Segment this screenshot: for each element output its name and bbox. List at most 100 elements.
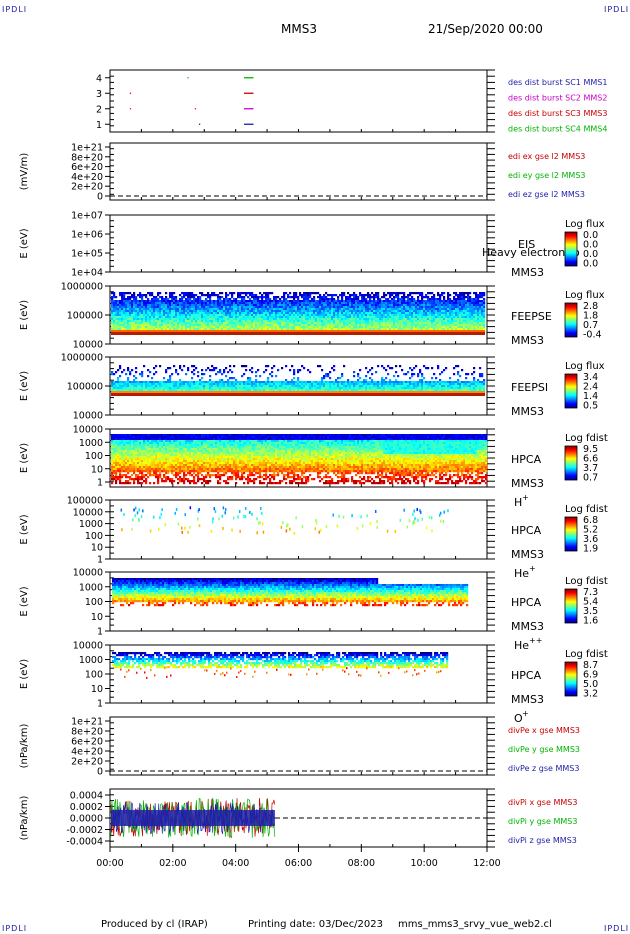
spectrogram-cell	[389, 381, 392, 384]
spectrogram-cell	[253, 310, 256, 313]
spectrogram-cell	[209, 298, 212, 301]
spectrogram-cell	[133, 308, 136, 311]
spectrogram-cell	[179, 381, 182, 384]
spectrogram-cell	[337, 328, 340, 331]
spectrogram-cell	[303, 306, 306, 309]
spectrogram-cell	[171, 389, 174, 392]
spectrogram-cell	[185, 383, 188, 386]
spectrogram-cell	[229, 389, 232, 392]
spectrogram-cell	[153, 306, 156, 309]
spectrogram-cell	[201, 306, 204, 309]
spectrogram-cell	[421, 312, 424, 315]
spectrogram-cell	[437, 310, 440, 313]
spectrogram-cell	[343, 387, 346, 390]
spectrogram-cell	[319, 385, 322, 388]
spectrogram-cell	[145, 324, 148, 327]
spectrogram-cell	[451, 318, 454, 321]
spectrogram-cell	[363, 385, 366, 388]
spectrogram-cell	[277, 302, 280, 305]
spectrogram-cell	[299, 385, 302, 388]
corner-label-top-left: IPDLI	[2, 5, 28, 14]
spectrogram-cell	[479, 304, 482, 307]
spectrogram-cell	[155, 300, 158, 303]
spectrogram-cell	[369, 369, 372, 372]
spectrogram-cell	[367, 381, 370, 384]
spectrogram-cell	[379, 326, 382, 329]
spectrogram-cell	[423, 324, 426, 327]
spectrogram-cell	[305, 383, 308, 386]
spectrogram-cell	[127, 324, 130, 327]
spectrogram-cell	[437, 302, 440, 305]
spectrogram-cell	[347, 304, 350, 307]
spectrogram-cell	[189, 385, 192, 388]
spectrogram-cell	[203, 383, 206, 386]
spectrogram-cell	[391, 318, 394, 321]
spectrogram-cell	[425, 322, 428, 325]
spectrogram-cell	[437, 322, 440, 325]
spectrogram-cell	[273, 300, 276, 303]
spectrogram-cell	[243, 318, 246, 321]
spectrogram-cell	[387, 322, 390, 325]
spectrogram-cell	[349, 324, 352, 327]
side-label: MMS3	[511, 266, 544, 279]
spectrogram-cell	[119, 387, 122, 390]
spectrogram-cell	[339, 387, 342, 390]
spectrogram-cell	[171, 324, 174, 327]
spectrogram-cell	[147, 389, 150, 392]
spectrogram-cell	[391, 308, 394, 311]
spectrogram-cell	[209, 302, 212, 305]
spectrogram-cell	[347, 326, 350, 329]
spectrogram-cell	[201, 387, 204, 390]
spectrogram-cell	[149, 389, 152, 392]
spectrogram-cell	[271, 312, 274, 315]
spectrogram-cell	[399, 304, 402, 307]
spectrogram-cell	[167, 312, 170, 315]
spectrogram-cell	[423, 314, 426, 317]
spectrogram-cell	[481, 326, 484, 329]
spectrogram-cell	[161, 324, 164, 327]
spectrogram-cell	[269, 312, 272, 315]
spectrogram-cell	[231, 387, 234, 390]
spectrogram-cell	[427, 381, 430, 384]
spectrogram-cell	[451, 320, 454, 323]
spectrogram-cell	[427, 367, 430, 370]
spectrogram-cell	[125, 383, 128, 386]
spectrogram-cell	[291, 324, 294, 327]
spectrogram-cell	[183, 381, 186, 384]
spectrogram-cell	[171, 326, 174, 329]
spectrogram-cell	[365, 367, 368, 370]
spectrogram-cell	[299, 369, 302, 372]
spectrogram-cell	[117, 322, 120, 325]
spectrogram-cell	[393, 298, 396, 301]
spectrogram-cell	[197, 314, 200, 317]
spectrogram-cell	[113, 304, 116, 307]
spectrogram-cell	[453, 308, 456, 311]
spectrogram-cell	[429, 308, 432, 311]
spectrogram-cell	[331, 298, 334, 301]
spectrogram-cell	[169, 389, 172, 392]
spectrogram-cell	[257, 304, 260, 307]
y-tick-label: 4e+20	[71, 172, 103, 183]
spectrogram-cell	[169, 379, 172, 382]
spectrogram-cell	[217, 310, 220, 313]
spectrogram-cell	[347, 298, 350, 301]
spectrogram-cell	[159, 314, 162, 317]
spectrogram-cell	[193, 304, 196, 307]
spectrogram-cell	[221, 324, 224, 327]
spectrogram-cell	[137, 326, 140, 329]
spectrogram-cell	[393, 292, 396, 295]
spectrogram-cell	[475, 326, 478, 329]
spectrogram-cell	[305, 387, 308, 390]
spectrogram-cell	[317, 320, 320, 323]
spectrogram-cell	[321, 308, 324, 311]
spectrogram-cell	[421, 294, 424, 297]
spectrogram-cell	[409, 302, 412, 305]
spectrogram-cell	[187, 316, 190, 319]
spectrogram-cell	[377, 324, 380, 327]
spectrogram-cell	[417, 292, 420, 295]
spectrogram-cell	[117, 312, 120, 315]
spectrogram-cell	[371, 387, 374, 390]
spectrogram-cell	[153, 312, 156, 315]
spectrogram-cell	[421, 308, 424, 311]
spectrogram-cell	[187, 389, 190, 392]
